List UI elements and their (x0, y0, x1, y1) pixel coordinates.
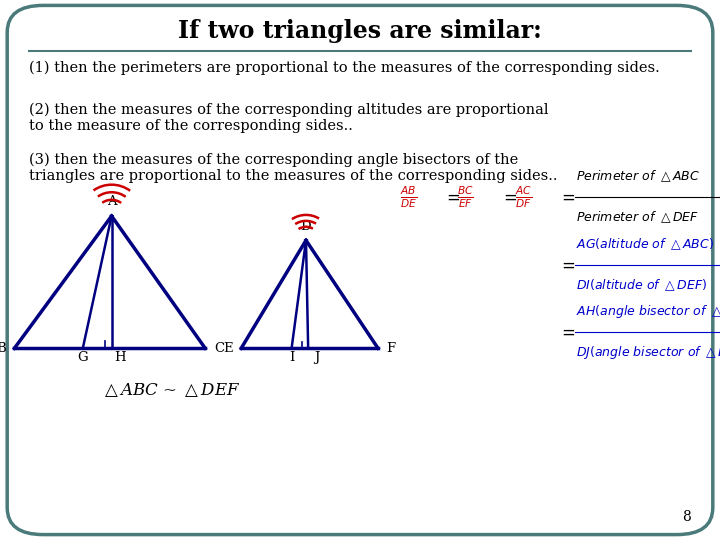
Text: (1) then the perimeters are proportional to the measures of the corresponding si: (1) then the perimeters are proportional… (29, 60, 660, 75)
Text: J: J (314, 351, 320, 364)
Text: If two triangles are similar:: If two triangles are similar: (178, 19, 542, 43)
Text: D: D (301, 220, 311, 233)
Text: $\mathit{Perimeter\ of\ \triangle DEF}$: $\mathit{Perimeter\ of\ \triangle DEF}$ (576, 210, 699, 225)
Text: $\frac{BC}{EF}$: $\frac{BC}{EF}$ (457, 184, 474, 210)
Text: $\mathit{Perimeter\ of\ \triangle ABC}$: $\mathit{Perimeter\ of\ \triangle ABC}$ (576, 169, 700, 184)
Text: A: A (107, 195, 117, 208)
Text: G: G (78, 351, 88, 364)
Text: $=$: $=$ (558, 188, 575, 206)
Text: $\mathit{AG}$$\mathit{(altitude\ of\ \triangle ABC)}$: $\mathit{AG}$$\mathit{(altitude\ of\ \tr… (576, 237, 714, 252)
Text: B: B (0, 342, 6, 355)
Text: 8: 8 (683, 510, 691, 524)
Text: $\frac{AC}{DF}$: $\frac{AC}{DF}$ (515, 184, 532, 210)
Text: $\mathit{AH}$$\mathit{(angle\ bisector\ of\ \triangle ABC)}$: $\mathit{AH}$$\mathit{(angle\ bisector\ … (576, 303, 720, 320)
Text: (3) then the measures of the corresponding angle bisectors of the
triangles are : (3) then the measures of the correspondi… (29, 152, 557, 183)
Text: $\frac{AB}{DE}$: $\frac{AB}{DE}$ (400, 184, 417, 210)
Text: $\mathit{DJ}$$\mathit{(angle\ bisector\ of\ \triangle DEF)}$: $\mathit{DJ}$$\mathit{(angle\ bisector\ … (576, 344, 720, 361)
Text: $=$: $=$ (558, 255, 575, 274)
Text: C: C (214, 342, 224, 355)
Text: $=$: $=$ (500, 188, 518, 206)
Text: $=$: $=$ (443, 188, 460, 206)
Text: F: F (387, 342, 396, 355)
Text: I: I (289, 351, 294, 364)
Text: H: H (114, 351, 126, 364)
Text: E: E (223, 342, 233, 355)
Text: (2) then the measures of the corresponding altitudes are proportional
to the mea: (2) then the measures of the correspondi… (29, 103, 549, 133)
Text: $=$: $=$ (558, 323, 575, 341)
Text: $\triangle$ABC ~ $\triangle$DEF: $\triangle$ABC ~ $\triangle$DEF (101, 381, 240, 399)
Text: $\mathit{DI}$$\mathit{(altitude\ of\ \triangle DEF)}$: $\mathit{DI}$$\mathit{(altitude\ of\ \tr… (576, 278, 707, 293)
